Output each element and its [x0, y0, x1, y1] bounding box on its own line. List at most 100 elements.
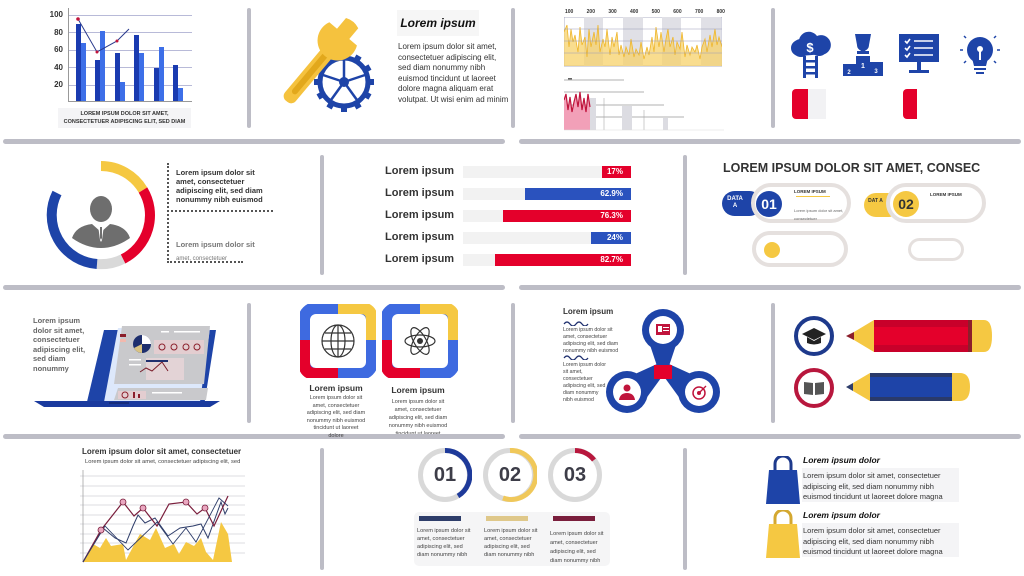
podium-trophy-icon: 1 2 3: [843, 34, 883, 76]
person-text-1: Lorem ipsum dolor sit amet, consectetuer…: [176, 168, 263, 204]
column-divider: [511, 303, 515, 423]
hbar-row: Lorem ipsum 82.7%: [385, 253, 635, 266]
bag-2-title: Lorem ipsum dolor: [803, 510, 880, 520]
pill-2-heading: LOREM IPSUM: [930, 192, 962, 197]
line-chart-subtitle: Lorem ipsum dolor sit amet, consectetuer…: [85, 459, 241, 465]
ring-number-02: 02: [498, 464, 522, 486]
bag-2-body: Lorem ipsum dolor sit amet, consectetuer…: [802, 523, 959, 557]
column-divider: [683, 155, 687, 275]
fidget-spinner-diagram: [606, 309, 720, 413]
globe-frame-icon: [300, 304, 376, 378]
checklist-monitor-icon: [899, 34, 939, 73]
column-divider: [511, 8, 515, 128]
number-badge-02: 02: [893, 191, 919, 217]
trend-line: [76, 17, 130, 54]
bar-plot-area: [68, 8, 192, 102]
red-tab: [903, 89, 917, 119]
ring-text-2: Lorem ipsum dolor sit amet, consectetuer…: [484, 528, 538, 558]
legend-bar-red: [553, 516, 595, 521]
person-text-3: amet, consectetuer: [176, 256, 228, 261]
svg-text:$: $: [806, 40, 814, 55]
pill-1-underline: [796, 196, 830, 197]
ring-number-03: 03: [563, 464, 587, 486]
cloud-dollar-ladder-icon: $: [791, 31, 831, 78]
svg-text:1: 1: [861, 63, 865, 70]
graduation-cap-icon: [794, 316, 834, 356]
row-divider: [519, 285, 1021, 290]
row-divider: [3, 139, 505, 144]
ring-text-3: Lorem ipsum dolor sit amet, consectetuer…: [550, 531, 604, 564]
column-divider: [247, 303, 251, 423]
hbar-fill: 76.3%: [502, 210, 631, 222]
target-icon: [692, 386, 706, 400]
ring-number-01: 01: [433, 464, 457, 486]
tools-body: Lorem ipsum dolor sit amet, consectetuer…: [398, 42, 509, 104]
person-text-2: Lorem ipsum dolor sit: [176, 240, 255, 249]
row-divider: [3, 434, 505, 439]
yellow-shopping-bag-icon: [766, 510, 800, 558]
column-divider: [320, 155, 324, 275]
laptop-text: Lorem ipsum dolor sit amet, consectetuer…: [33, 316, 86, 373]
y-tick: 40: [54, 63, 63, 72]
data-pill-4: [908, 238, 964, 261]
person-donut-chart: [46, 161, 155, 270]
pill-1-heading: LOREM IPSUM: [794, 189, 826, 194]
rings-text-box: [414, 512, 610, 566]
hbar-row: Lorem ipsum 62.9%: [385, 187, 635, 200]
red-pencil: [846, 320, 992, 352]
dotted-vertical-line: [167, 163, 169, 263]
x-axis-ticks: 100 200 300 400 500 600 700 800: [565, 9, 725, 15]
ring-text-1: Lorem ipsum dolor sit amet, consectetuer…: [417, 528, 471, 558]
hex-item-2-title: Lorem ipsum: [391, 385, 445, 395]
bag-1-body: Lorem ipsum dolor sit amet, consectetuer…: [802, 468, 959, 502]
hex-item-1-body: Lorem ipsum dolor sit amet, consectetuer…: [306, 395, 366, 439]
blue-shopping-bag-icon: [766, 456, 800, 504]
column-divider: [247, 8, 251, 128]
y-tick: 80: [54, 28, 63, 37]
hex-item-1-title: Lorem ipsum: [309, 383, 363, 393]
dotted-horizontal-line: [167, 210, 273, 212]
id-card-icon: [656, 324, 670, 335]
column-divider: [683, 448, 687, 570]
pill-1-body: Lorem ipsum dolor sit amet, consectetuer: [794, 208, 844, 221]
atom-frame-icon: [382, 304, 458, 378]
hbar-fill: 82.7%: [494, 254, 631, 266]
y-tick: 100: [49, 10, 63, 19]
pills-title: LOREM IPSUM DOLOR SIT AMET, CONSEC: [723, 161, 981, 175]
line-chart-title: Lorem ipsum dolor sit amet, consectetuer: [82, 447, 242, 456]
legend-bar-blue: [419, 516, 461, 521]
spinner-text-1: Lorem ipsum dolor sit amet, consectetuer…: [563, 327, 619, 354]
hbar-fill: 17%: [602, 166, 631, 178]
hbar-fill: 24%: [590, 232, 631, 244]
red-tab: [792, 89, 808, 119]
y-tick: 20: [54, 80, 63, 89]
blue-pencil: [846, 373, 970, 401]
yellow-dot: [764, 242, 780, 258]
yellow-area-chart: [564, 17, 722, 67]
svg-text:2: 2: [847, 70, 851, 76]
column-divider: [320, 448, 324, 570]
lightbulb-icon: [960, 35, 1000, 74]
red-bar-chart: [564, 78, 724, 131]
svg-text:3: 3: [874, 69, 878, 75]
column-divider: [771, 8, 775, 128]
tools-title: Lorem ipsum: [400, 16, 476, 30]
legend-bar-yellow: [486, 516, 528, 521]
hbar-row: Lorem ipsum 76.3%: [385, 209, 635, 222]
row-divider: [3, 285, 505, 290]
hbar-row: Lorem ipsum 17%: [385, 165, 635, 178]
bag-1-title: Lorem ipsum dolor: [803, 455, 880, 465]
dotted-horizontal-line: [167, 261, 243, 263]
spinner-text-2: Lorem ipsum dolor sit amet, consectetuer…: [563, 362, 606, 403]
tools-title-box: Lorem ipsum: [397, 10, 479, 36]
wave-icon: [563, 355, 589, 360]
row-divider: [519, 139, 1021, 144]
laptop-dashboard-icon: [34, 326, 220, 407]
wave-icon: [563, 321, 589, 326]
number-badge-01: 01: [756, 191, 782, 217]
chart-caption: LOREM IPSUM DOLOR SIT AMET, CONSECTETUER…: [58, 108, 191, 128]
open-book-icon: [794, 368, 834, 408]
row-divider: [519, 434, 1021, 439]
businessman-icon: [623, 384, 631, 392]
spinner-title: Lorem ipsum: [563, 307, 614, 316]
